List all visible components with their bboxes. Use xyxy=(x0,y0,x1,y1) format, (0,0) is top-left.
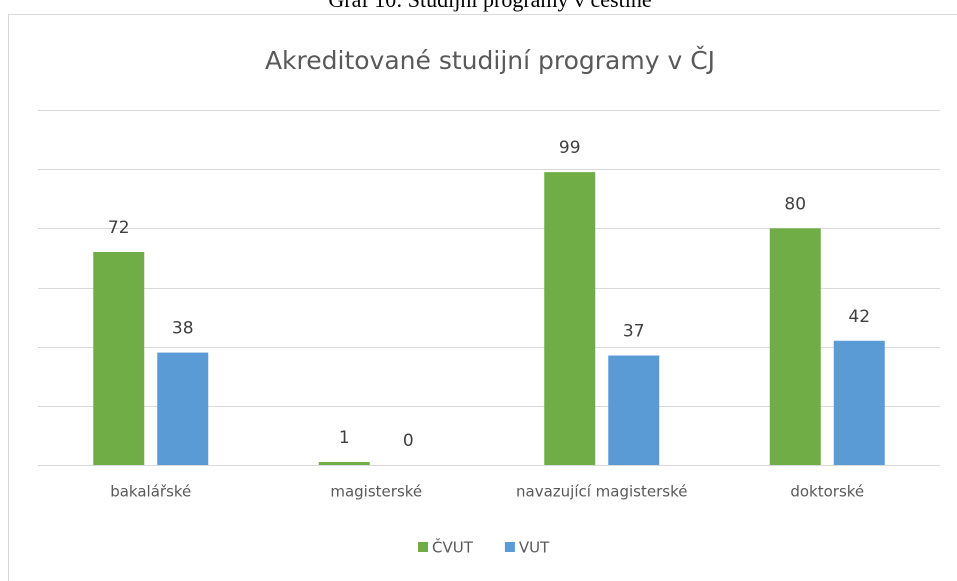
data-label: 99 xyxy=(559,138,581,158)
bar xyxy=(93,252,145,465)
caption: Graf 10: Studijní programy v češtině xyxy=(328,0,651,12)
bar xyxy=(544,172,596,465)
bar xyxy=(769,228,821,465)
data-label: 72 xyxy=(108,218,130,238)
bar xyxy=(833,340,885,465)
legend-label: ČVUT xyxy=(432,538,474,557)
x-tick-label: magisterské xyxy=(330,483,422,501)
chart-title: Akreditované studijní programy v ČJ xyxy=(265,45,715,75)
x-tick-label: doktorské xyxy=(790,483,864,501)
data-label: 42 xyxy=(848,307,870,327)
x-tick-label: navazující magisterské xyxy=(516,483,687,501)
bar xyxy=(608,355,660,465)
legend-label: VUT xyxy=(519,539,550,557)
legend-swatch xyxy=(504,542,515,552)
data-label: 0 xyxy=(403,431,414,451)
data-label: 37 xyxy=(623,322,645,342)
data-label: 38 xyxy=(172,319,194,339)
x-tick-label: bakalářské xyxy=(110,483,191,501)
data-label: 80 xyxy=(784,194,806,214)
bar xyxy=(157,352,209,465)
bar xyxy=(318,462,370,465)
data-label: 1 xyxy=(339,428,350,448)
legend-swatch xyxy=(418,542,428,552)
